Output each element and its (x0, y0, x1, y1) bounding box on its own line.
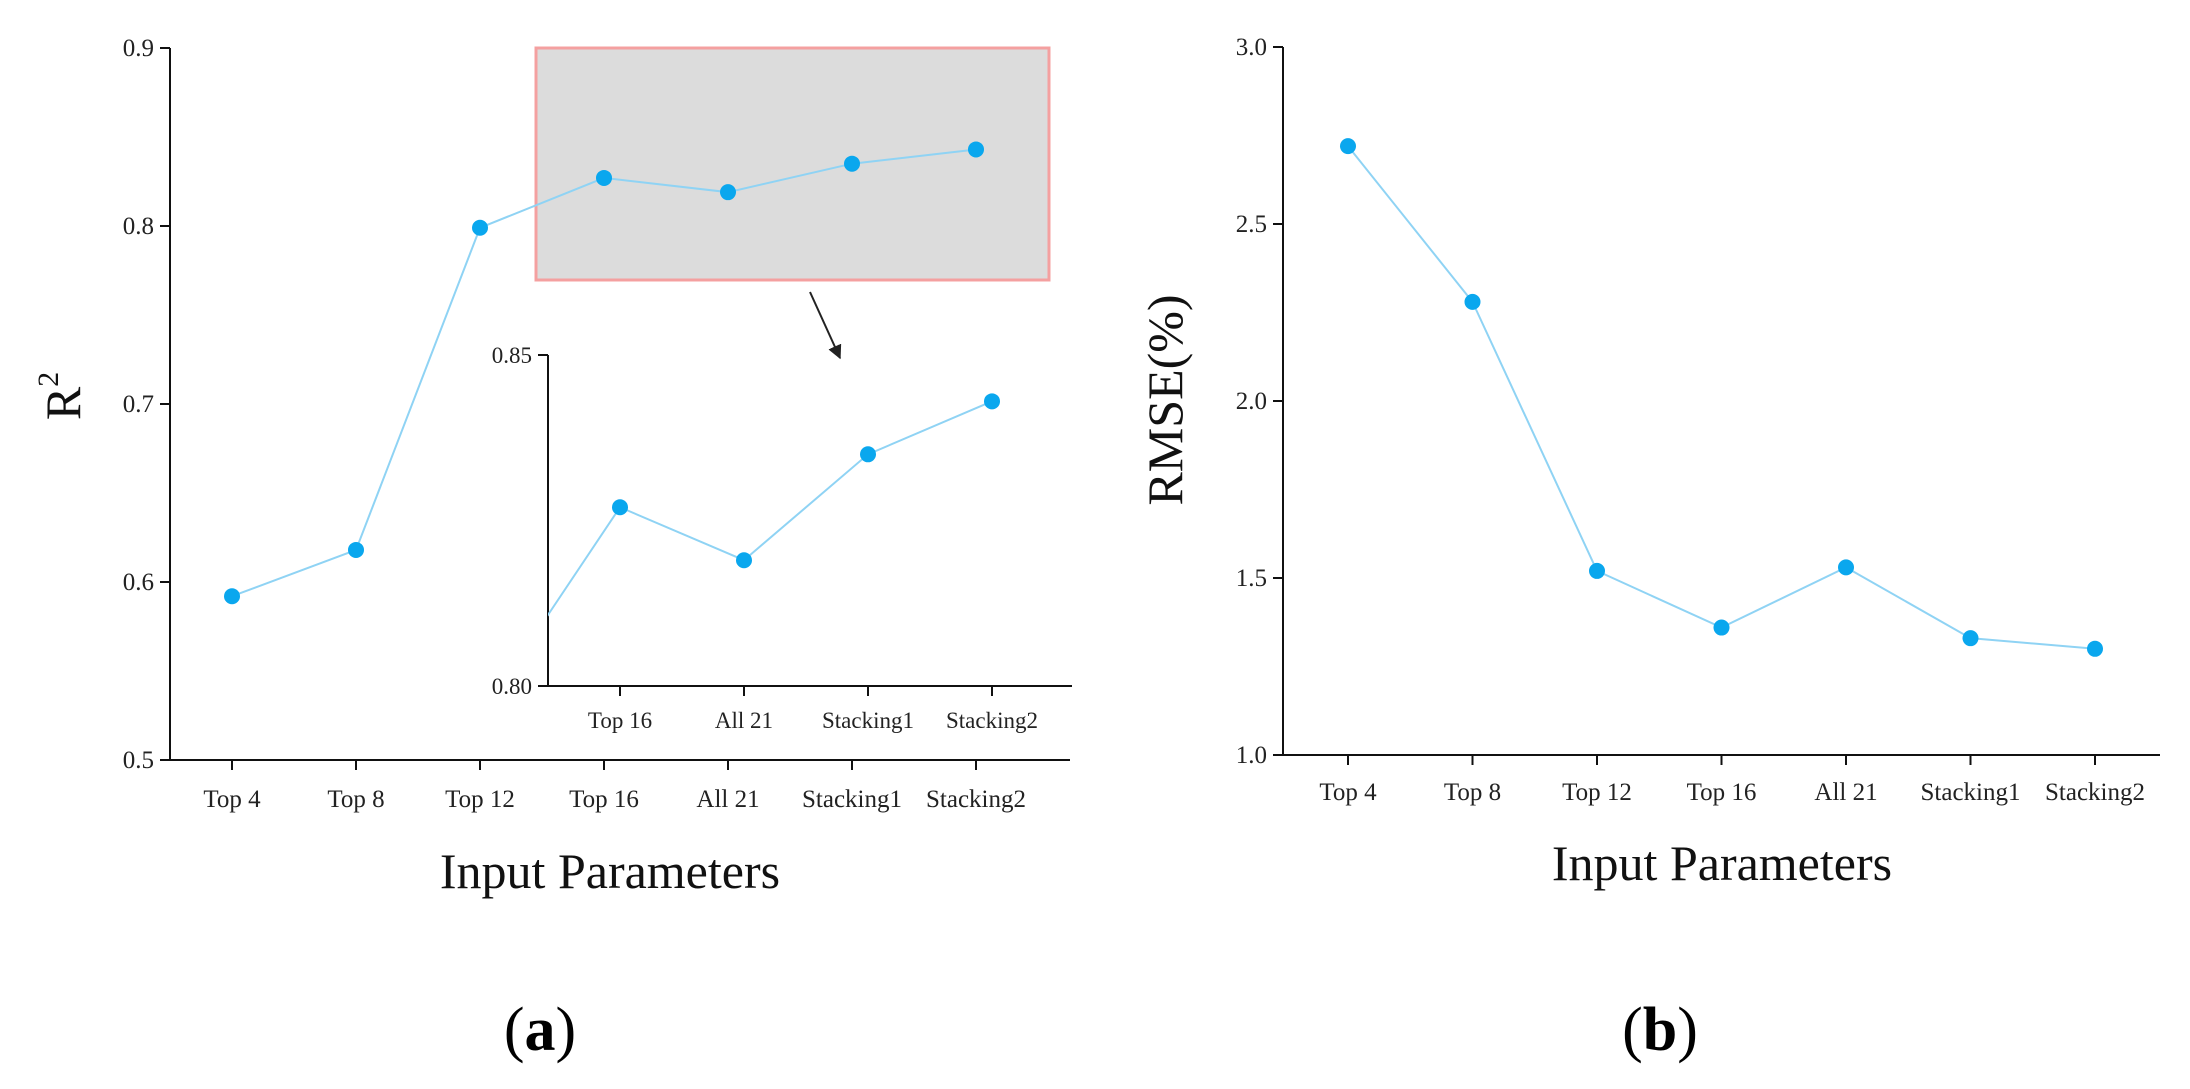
chart-a-data-point (224, 588, 240, 605)
inset-series (548, 393, 1000, 617)
chart-b-panel-label: (b) (1622, 996, 1698, 1064)
chart-a-data-point (720, 184, 736, 201)
chart-b-y-tick-label: 1.0 (1236, 742, 1267, 769)
chart-b-data-point (1340, 138, 1356, 155)
chart-b-series (1340, 138, 2103, 657)
inset-y-tick-label: 0.85 (492, 343, 532, 368)
inset-data-point (984, 393, 1000, 410)
chart-a-x-tick-label: Stacking2 (926, 786, 1026, 813)
zoom-region-box (534, 46, 1051, 282)
chart-b-data-point (1464, 293, 1481, 310)
chart-b-x-label: Input Parameters (1552, 835, 1892, 891)
inset-x-tick-label: Top 16 (588, 708, 652, 733)
inset-data-point (612, 499, 628, 516)
chart-b-y-tick-label: 3.0 (1236, 34, 1267, 61)
chart-b-y-ticks: 1.0 1.5 2.0 2.5 3.0 (1236, 34, 1283, 769)
chart-a-x-tick-label: Top 12 (445, 786, 515, 813)
inset-y-tick-label: 0.80 (492, 674, 532, 699)
inset-x-tick-label: Stacking1 (822, 708, 914, 733)
chart-b-x-ticks: Top 4 Top 8 Top 12 Top 16 All 21 Stacking1 Sta… (1319, 755, 2145, 806)
chart-a-y-tick-label: 0.5 (123, 747, 154, 774)
zoom-arrow (809, 291, 842, 360)
chart-b-data-point (1962, 630, 1979, 647)
chart-b-data-point (2087, 640, 2103, 657)
chart-a: 0.5 0.6 0.7 0.8 0.9 Top 4 Top 8 Top 12 Top 16 Al… (32, 35, 1072, 1064)
chart-a-data-point (596, 169, 612, 186)
inset-x-tick-label: All 21 (715, 708, 773, 733)
chart-a-series (224, 141, 984, 605)
chart-b-x-tick-label: Stacking2 (2045, 779, 2145, 806)
chart-b-x-tick-label: Top 8 (1444, 779, 1501, 806)
chart-a-x-tick-label: Top 8 (327, 786, 384, 813)
chart-b-x-tick-label: Stacking1 (1921, 779, 2021, 806)
chart-b-data-point (1589, 562, 1605, 579)
chart-b-axes (1282, 47, 2160, 756)
chart-a-inset: 0.80 0.85 Top 16 All 21 Stacking1 Stacking2 (492, 343, 1072, 733)
chart-a-data-point (472, 219, 488, 236)
chart-b-series-line (1347, 145, 2096, 650)
chart-a-data-point (348, 541, 364, 558)
chart-b-data-point (1713, 619, 1730, 636)
chart-a-y-tick-label: 0.7 (123, 391, 154, 418)
chart-b-x-tick-label: Top 16 (1687, 779, 1757, 806)
chart-a-panel-label: (a) (504, 996, 576, 1064)
chart-b-x-tick-label: All 21 (1814, 779, 1877, 806)
chart-a-y-tick-label: 0.9 (123, 35, 154, 62)
inset-data-point (860, 446, 876, 463)
chart-a-data-point (844, 155, 860, 172)
chart-b-y-tick-label: 1.5 (1236, 565, 1267, 592)
chart-a-x-label: Input Parameters (440, 843, 780, 899)
chart-b-y-label: RMSE(%) (1137, 294, 1193, 505)
chart-b-y-tick-label: 2.5 (1236, 211, 1267, 238)
chart-a-x-tick-label: Stacking1 (802, 786, 902, 813)
inset-x-ticks: Top 16 All 21 Stacking1 Stacking2 (588, 686, 1038, 733)
chart-a-y-tick-label: 0.8 (123, 213, 154, 240)
chart-a-data-point (968, 141, 984, 158)
chart-b-y-tick-label: 2.0 (1236, 388, 1267, 415)
chart-b-data-point (1838, 559, 1854, 576)
inset-data-point (736, 552, 752, 569)
chart-a-y-ticks: 0.5 0.6 0.7 0.8 0.9 (123, 35, 170, 774)
chart-a-x-tick-label: Top 16 (569, 786, 639, 813)
inset-y-ticks: 0.80 0.85 (492, 343, 548, 699)
chart-a-y-label: R2 (32, 372, 91, 420)
chart-a-x-tick-label: Top 4 (203, 786, 261, 813)
chart-a-y-tick-label: 0.6 (123, 569, 154, 596)
inset-series-line (548, 400, 993, 617)
chart-b-x-tick-label: Top 4 (1319, 779, 1377, 806)
chart-a-x-ticks: Top 4 Top 8 Top 12 Top 16 All 21 Stacking1 Sta… (203, 760, 1026, 813)
inset-x-tick-label: Stacking2 (946, 708, 1038, 733)
chart-b-x-tick-label: Top 12 (1562, 779, 1632, 806)
chart-a-x-tick-label: All 21 (696, 786, 759, 813)
chart-b: 1.0 1.5 2.0 2.5 3.0 Top 4 Top 8 Top 12 Top 16 Al… (1137, 34, 2160, 1064)
